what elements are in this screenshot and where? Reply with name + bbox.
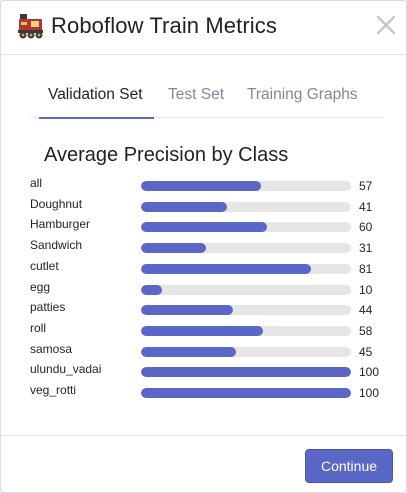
class-label: patties — [30, 300, 66, 315]
precision-bar — [141, 367, 351, 378]
precision-value: 44 — [359, 303, 373, 318]
precision-value: 60 — [359, 220, 373, 235]
precision-value: 81 — [359, 261, 373, 276]
tab-bar: Validation Set Test Set Training Graphs — [30, 81, 382, 119]
precision-bar — [141, 284, 162, 295]
tab-training-graphs[interactable]: Training Graphs — [247, 86, 358, 103]
class-label: cutlet — [30, 258, 59, 273]
precision-bar — [141, 263, 312, 274]
precision-bar — [141, 201, 228, 212]
tab-test-set[interactable]: Test Set — [168, 86, 224, 103]
class-label: Sandwich — [30, 238, 83, 253]
precision-value: 45 — [359, 344, 373, 359]
bar-track — [141, 388, 351, 398]
class-label: Hamburger — [30, 217, 91, 232]
bar-track — [141, 243, 351, 254]
precision-bar — [141, 346, 236, 357]
precision-value: 57 — [359, 179, 373, 193]
class-label: roll — [30, 320, 47, 335]
chart-row: patties 44 — [1, 299, 406, 319]
chart-row: Sandwich 31 — [1, 237, 406, 257]
class-label: all — [30, 176, 43, 190]
chart-row: ulundu_vadai 100 — [1, 361, 406, 381]
bar-track — [141, 222, 351, 233]
section-title: Average Precision by Class — [44, 144, 289, 166]
precision-value: 31 — [359, 241, 373, 256]
continue-button[interactable]: Continue — [305, 449, 393, 483]
bar-track — [141, 346, 351, 357]
precision-bar — [141, 305, 234, 316]
modal-title: Roboflow Train Metrics — [51, 13, 277, 38]
precision-value: 41 — [359, 199, 373, 214]
bar-track — [141, 263, 351, 274]
class-label: ulundu_vadai — [30, 362, 102, 377]
bar-track — [141, 367, 351, 378]
chart-row: all 57 — [1, 175, 406, 195]
locomotive-icon — [18, 14, 43, 39]
bar-track — [141, 325, 351, 336]
modal-footer: Continue — [1, 435, 406, 492]
class-label: veg_rotti — [30, 383, 77, 397]
precision-bar — [141, 222, 267, 233]
bar-track — [141, 201, 351, 212]
precision-value: 58 — [359, 323, 373, 338]
bar-track — [141, 284, 351, 295]
class-label: Doughnut — [30, 196, 83, 211]
tab-validation-set[interactable]: Validation Set — [39, 81, 153, 119]
bar-track — [141, 181, 351, 191]
chart-row: veg_rotti 100 — [1, 382, 406, 402]
precision-value: 10 — [359, 282, 373, 297]
chart-row: egg 10 — [1, 279, 406, 299]
chart-row: cutlet 81 — [1, 258, 406, 278]
bar-track — [141, 305, 351, 316]
class-label: samosa — [30, 341, 73, 356]
precision-bar — [141, 388, 351, 398]
class-label: egg — [30, 279, 51, 294]
close-icon[interactable] — [373, 12, 399, 38]
precision-value: 100 — [359, 365, 380, 380]
modal-header: Roboflow Train Metrics — [1, 1, 406, 55]
chart-row: samosa 45 — [1, 341, 406, 361]
chart-row: Doughnut 41 — [1, 196, 406, 216]
chart-row: roll 58 — [1, 320, 406, 340]
precision-value: 100 — [359, 386, 380, 400]
precision-bar — [141, 325, 263, 336]
chart-row: Hamburger 60 — [1, 216, 406, 236]
precision-bar — [141, 181, 261, 191]
precision-bar — [141, 243, 207, 254]
